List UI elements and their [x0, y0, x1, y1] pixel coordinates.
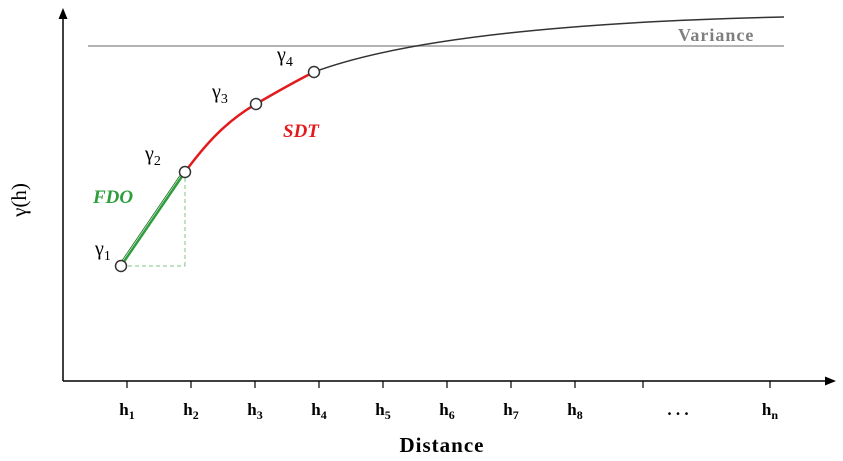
- x-axis-arrow: [825, 376, 836, 386]
- point-label-gamma-2: γ2: [144, 143, 161, 169]
- point-gamma-3: [249, 97, 263, 111]
- fdo-segment: [119, 171, 187, 267]
- x-axis-title: Distance: [400, 433, 485, 457]
- x-tick-label: h5: [375, 400, 390, 422]
- x-tick-label: h4: [311, 400, 326, 422]
- axes: [58, 8, 836, 386]
- x-tick-label: hn: [762, 400, 778, 422]
- point-gamma-1: [114, 259, 128, 273]
- y-axis-arrow: [58, 8, 68, 19]
- x-tick-label: h6: [439, 400, 454, 422]
- point-label-gamma-3: γ3: [211, 81, 228, 107]
- x-tick-label: h1: [119, 400, 134, 422]
- y-axis-title: γ(h): [7, 183, 31, 218]
- fdo-segment-edge: [118, 170, 184, 266]
- point-label-gamma-4: γ4: [276, 44, 293, 70]
- sdt-label: SDT: [283, 121, 320, 142]
- x-tick-label: h2: [183, 400, 198, 422]
- x-tick-label: h8: [567, 400, 582, 422]
- variance-label: Variance: [678, 25, 754, 45]
- fdo-guides: [121, 172, 186, 267]
- x-tick-label: h7: [503, 400, 518, 422]
- x-tick-labels: h1 h2 h3 h4 h5 h6 h7 h8 . . . hn: [119, 400, 778, 422]
- x-tick-label: h3: [247, 400, 262, 422]
- x-ticks: [126, 381, 771, 388]
- point-labels: γ1 γ2 γ3 γ4: [94, 44, 293, 264]
- points: [114, 65, 321, 273]
- point-gamma-2: [178, 165, 192, 179]
- x-tick-label: . . .: [667, 400, 688, 419]
- point-gamma-4: [307, 65, 321, 79]
- point-label-gamma-1: γ1: [94, 238, 111, 264]
- fdo-label: FDO: [92, 187, 133, 208]
- variogram-curve: [313, 16, 785, 73]
